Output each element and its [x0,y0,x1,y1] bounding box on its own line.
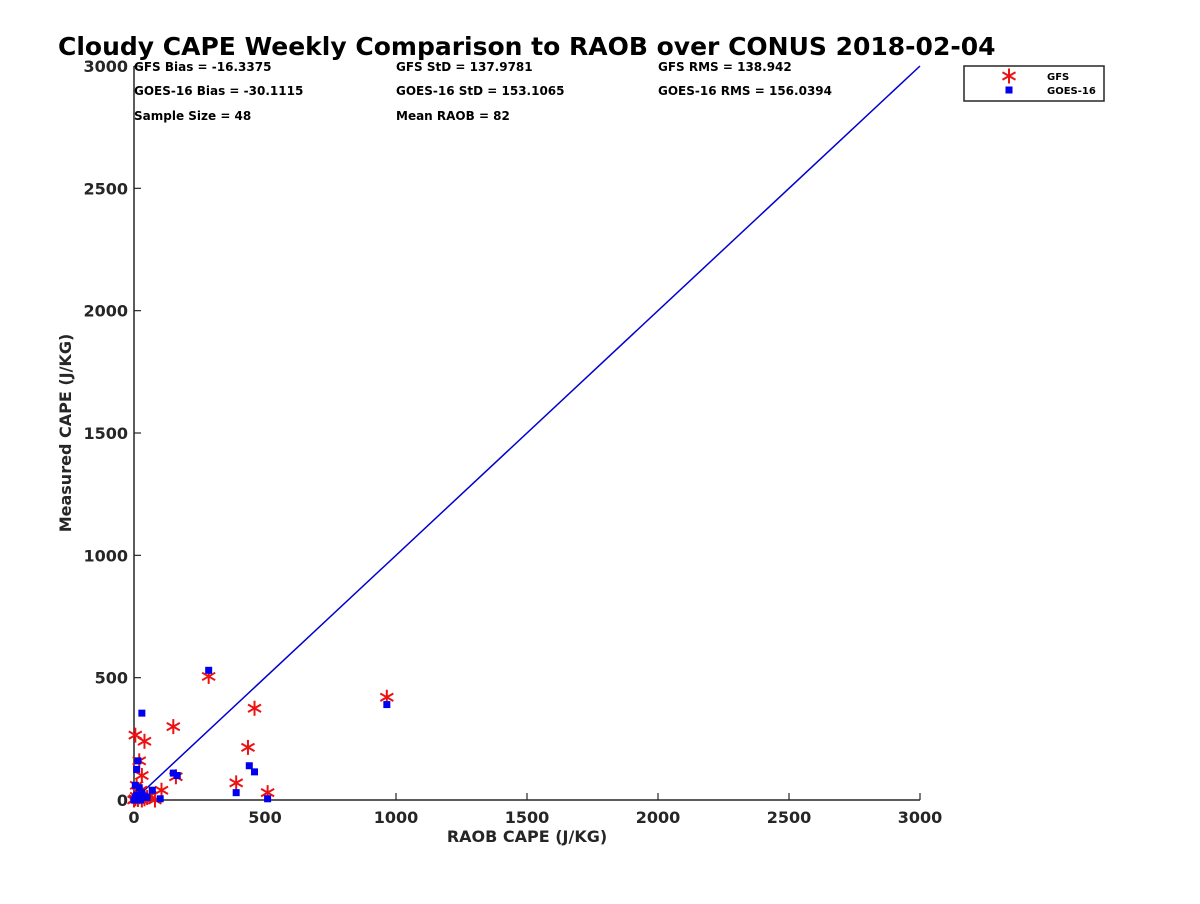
x-tick-label: 0 [128,808,139,827]
goes16-point [131,781,139,789]
legend-marker-goes16 [1005,86,1013,94]
stat-text: GFS Bias = -16.3375 [134,60,271,74]
y-tick-label: 1000 [83,546,128,565]
goes16-point [134,757,142,765]
goes16-point [232,789,240,797]
chart-title: Cloudy CAPE Weekly Comparison to RAOB ov… [58,32,996,61]
legend-marker-gfs [1001,68,1017,84]
x-tick-label: 2000 [636,808,681,827]
stat-text: GOES-16 RMS = 156.0394 [658,84,832,98]
goes16-point [133,791,141,799]
gfs-point [137,733,152,749]
goes16-point [173,772,181,780]
x-tick-label: 1500 [505,808,550,827]
y-tick-label: 500 [95,669,128,688]
x-axis-label: RAOB CAPE (J/KG) [447,827,607,846]
gfs-point [240,739,255,755]
stat-text: GOES-16 StD = 153.1065 [396,84,565,98]
stat-text: GFS RMS = 138.942 [658,60,792,74]
y-tick-label: 2000 [83,302,128,321]
goes16-point [245,762,253,770]
goes16-point [140,792,148,800]
gfs-point [229,775,244,791]
x-tick-label: 500 [248,808,281,827]
x-tick-label: 1000 [374,808,419,827]
legend-label: GOES-16 [1047,86,1096,97]
legend-label: GFS [1047,72,1069,83]
legend-box [963,65,1105,102]
legend: GFS GOES-16 [963,65,1105,102]
x-tick-label: 3000 [898,808,943,827]
gfs-point [154,782,169,798]
goes16-point [169,769,177,777]
goes16-point [138,789,146,797]
goes16-point [156,795,164,803]
goes16-point [383,701,391,709]
y-tick-label: 1500 [83,424,128,443]
one-to-one-line [133,65,921,801]
x-tick-label: 2500 [767,808,812,827]
goes16-point [133,765,141,773]
goes16-point [264,795,272,803]
gfs-point [247,700,262,716]
stat-text: GOES-16 Bias = -30.1115 [134,84,303,98]
stat-text: Sample Size = 48 [134,109,251,123]
goes16-point [135,784,143,792]
y-tick-label: 2500 [83,179,128,198]
y-tick-label: 0 [117,791,128,810]
stat-text: GFS StD = 137.9781 [396,60,533,74]
goes16-point [205,666,213,674]
plot-area: 0 500 1000 1500 2000 2500 3000 0 500 1000 1500 2000… [83,57,942,827]
goes16-point [148,786,156,794]
goes16-point [137,796,145,804]
goes16-point [251,768,259,776]
y-tick-label: 3000 [83,57,128,76]
gfs-point [166,719,181,735]
y-axis-label: Measured CAPE (J/KG) [56,334,75,533]
stat-text: Mean RAOB = 82 [396,109,510,123]
gfs-point [128,727,143,743]
goes16-point [138,709,146,717]
